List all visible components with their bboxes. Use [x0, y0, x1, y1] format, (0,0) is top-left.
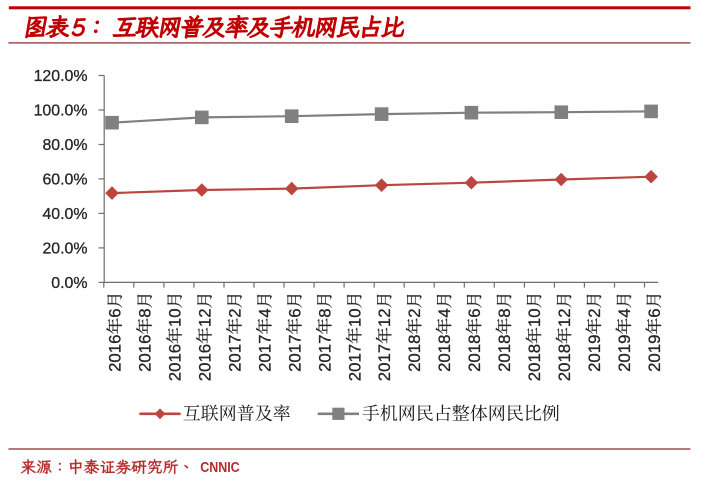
svg-text:2: 2	[405, 308, 424, 317]
svg-text:8: 8	[315, 308, 334, 317]
svg-text:120.0%: 120.0%	[34, 68, 88, 85]
svg-text:12: 12	[555, 308, 574, 327]
svg-text:2018: 2018	[525, 344, 544, 381]
svg-text:0.0%: 0.0%	[51, 275, 87, 292]
svg-text:6: 6	[106, 308, 125, 317]
svg-text:2017: 2017	[226, 335, 245, 372]
svg-text:2017: 2017	[345, 344, 364, 381]
svg-text:8: 8	[136, 308, 155, 317]
svg-text:2018: 2018	[435, 335, 454, 372]
svg-text:100.0%: 100.0%	[34, 103, 88, 120]
svg-text:10: 10	[345, 308, 364, 327]
svg-text:2018: 2018	[405, 335, 424, 372]
svg-text:2017: 2017	[285, 335, 304, 372]
svg-text:2016: 2016	[166, 344, 185, 381]
svg-text:10: 10	[525, 308, 544, 327]
svg-text:12: 12	[375, 308, 394, 327]
svg-text:20.0%: 20.0%	[42, 240, 87, 257]
svg-text:80.0%: 80.0%	[42, 137, 87, 154]
svg-text:40.0%: 40.0%	[42, 206, 87, 223]
svg-text:8: 8	[495, 308, 514, 317]
svg-text:2019: 2019	[615, 335, 634, 372]
svg-text:4: 4	[435, 308, 454, 317]
svg-text:2017: 2017	[315, 335, 334, 372]
svg-text:2018: 2018	[555, 344, 574, 381]
svg-text:2018: 2018	[465, 335, 484, 372]
svg-text:2: 2	[226, 308, 245, 317]
svg-text:6: 6	[285, 308, 304, 317]
svg-text:2016: 2016	[196, 344, 215, 381]
svg-text:2017: 2017	[375, 344, 394, 381]
svg-text:2016: 2016	[106, 335, 125, 372]
svg-text:6: 6	[645, 308, 664, 317]
svg-text:2019: 2019	[585, 335, 604, 372]
svg-text:6: 6	[465, 308, 484, 317]
svg-text:10: 10	[166, 308, 185, 327]
svg-text:CNNIC: CNNIC	[200, 460, 240, 476]
svg-text:4: 4	[615, 308, 634, 317]
svg-text:12: 12	[196, 308, 215, 327]
svg-text:2: 2	[585, 308, 604, 317]
svg-text:60.0%: 60.0%	[42, 171, 87, 188]
svg-text:2017: 2017	[255, 335, 274, 372]
svg-text:2018: 2018	[495, 335, 514, 372]
svg-text:2019: 2019	[645, 335, 664, 372]
svg-text:2016: 2016	[136, 335, 155, 372]
svg-text:4: 4	[255, 308, 274, 317]
